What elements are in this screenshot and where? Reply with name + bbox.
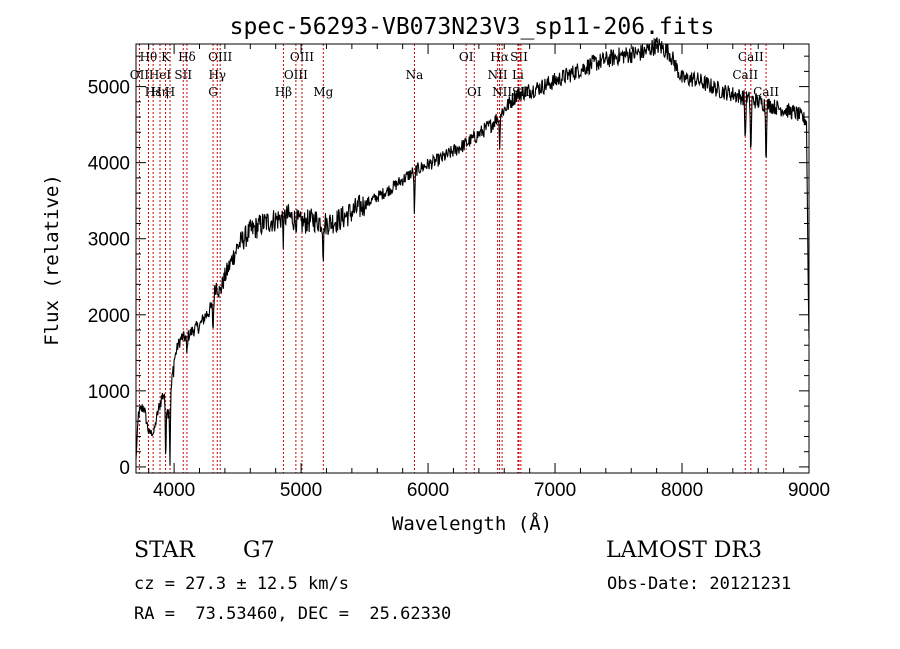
- line-marker-label: SII: [510, 50, 528, 64]
- line-marker-label: Hγ: [208, 68, 226, 82]
- object-type: STAR: [134, 538, 195, 563]
- y-tick-label: 0: [119, 458, 130, 479]
- line-marker-label: CaII: [738, 50, 764, 64]
- redshift-line: cz = 27.3 ± 12.5 km/s: [134, 574, 349, 594]
- x-tick-label: 7000: [534, 480, 576, 501]
- line-marker-label: HeI: [149, 68, 172, 82]
- radec-line: RA = 73.53460, DEC = 25.62330: [134, 604, 452, 624]
- line-marker-label: NII: [488, 68, 508, 82]
- line-marker-label: Hδ: [178, 50, 196, 64]
- y-tick-label: 1000: [88, 382, 130, 403]
- survey-name: LAMOST DR3: [606, 538, 762, 563]
- line-marker-label: Na: [406, 68, 424, 82]
- line-marker-label: Hθ: [140, 50, 158, 64]
- line-marker-label: Hε: [145, 85, 162, 99]
- line-marker-label: H: [165, 85, 175, 99]
- line-marker-label: SII: [174, 68, 192, 82]
- line-marker-label: G: [208, 85, 218, 99]
- y-tick-label: 2000: [88, 306, 130, 327]
- x-tick-label: 9000: [788, 480, 830, 501]
- line-marker-label: OI: [459, 50, 474, 64]
- line-marker-label: OII: [130, 68, 150, 82]
- line-marker-label: Hβ: [275, 85, 292, 99]
- line-marker-label: OIII: [208, 50, 232, 64]
- line-marker-label: Mg: [313, 85, 333, 99]
- x-axis-label: Wavelength (Å): [392, 512, 552, 535]
- spectrum-series: [135, 37, 810, 466]
- x-tick-label: 6000: [407, 480, 449, 501]
- y-tick-label: 3000: [88, 230, 130, 251]
- line-marker-label: OIII: [284, 68, 308, 82]
- line-marker-label: Li: [512, 68, 524, 82]
- y-tick-label: 4000: [88, 154, 130, 175]
- line-markers: Hθ OII Hε HeI K Hη SII H Hδ OIII Hγ G OIII OIII Hβ Mg Na…: [130, 44, 779, 473]
- spectrum-line: [135, 37, 810, 466]
- axes: 4000 5000 6000 7000 8000 9000 0 1000 2000 3000 400…: [88, 44, 830, 501]
- line-marker-label: Hη: [151, 85, 169, 99]
- line-marker-label: OIII: [290, 50, 314, 64]
- x-tick-label: 4000: [153, 480, 195, 501]
- x-tick-label: 5000: [280, 480, 322, 501]
- x-tick-label: 8000: [661, 480, 703, 501]
- line-marker-label: NII: [492, 85, 512, 99]
- spectral-subclass: G7: [243, 538, 275, 563]
- line-marker-label: Hα: [490, 50, 509, 64]
- obs-date-line: Obs-Date: 20121231: [607, 574, 792, 594]
- line-marker-label: CaII: [732, 68, 758, 82]
- line-marker-label: CaII: [753, 85, 779, 99]
- plot-frame: [135, 43, 810, 474]
- y-axis-label: Flux (relative): [41, 174, 63, 346]
- chart-title: spec-56293-VB073N23V3_sp11-206.fits: [230, 14, 715, 40]
- y-tick-label: 5000: [88, 78, 130, 99]
- line-marker-label: OI: [467, 85, 482, 99]
- line-marker-label: K: [161, 50, 171, 64]
